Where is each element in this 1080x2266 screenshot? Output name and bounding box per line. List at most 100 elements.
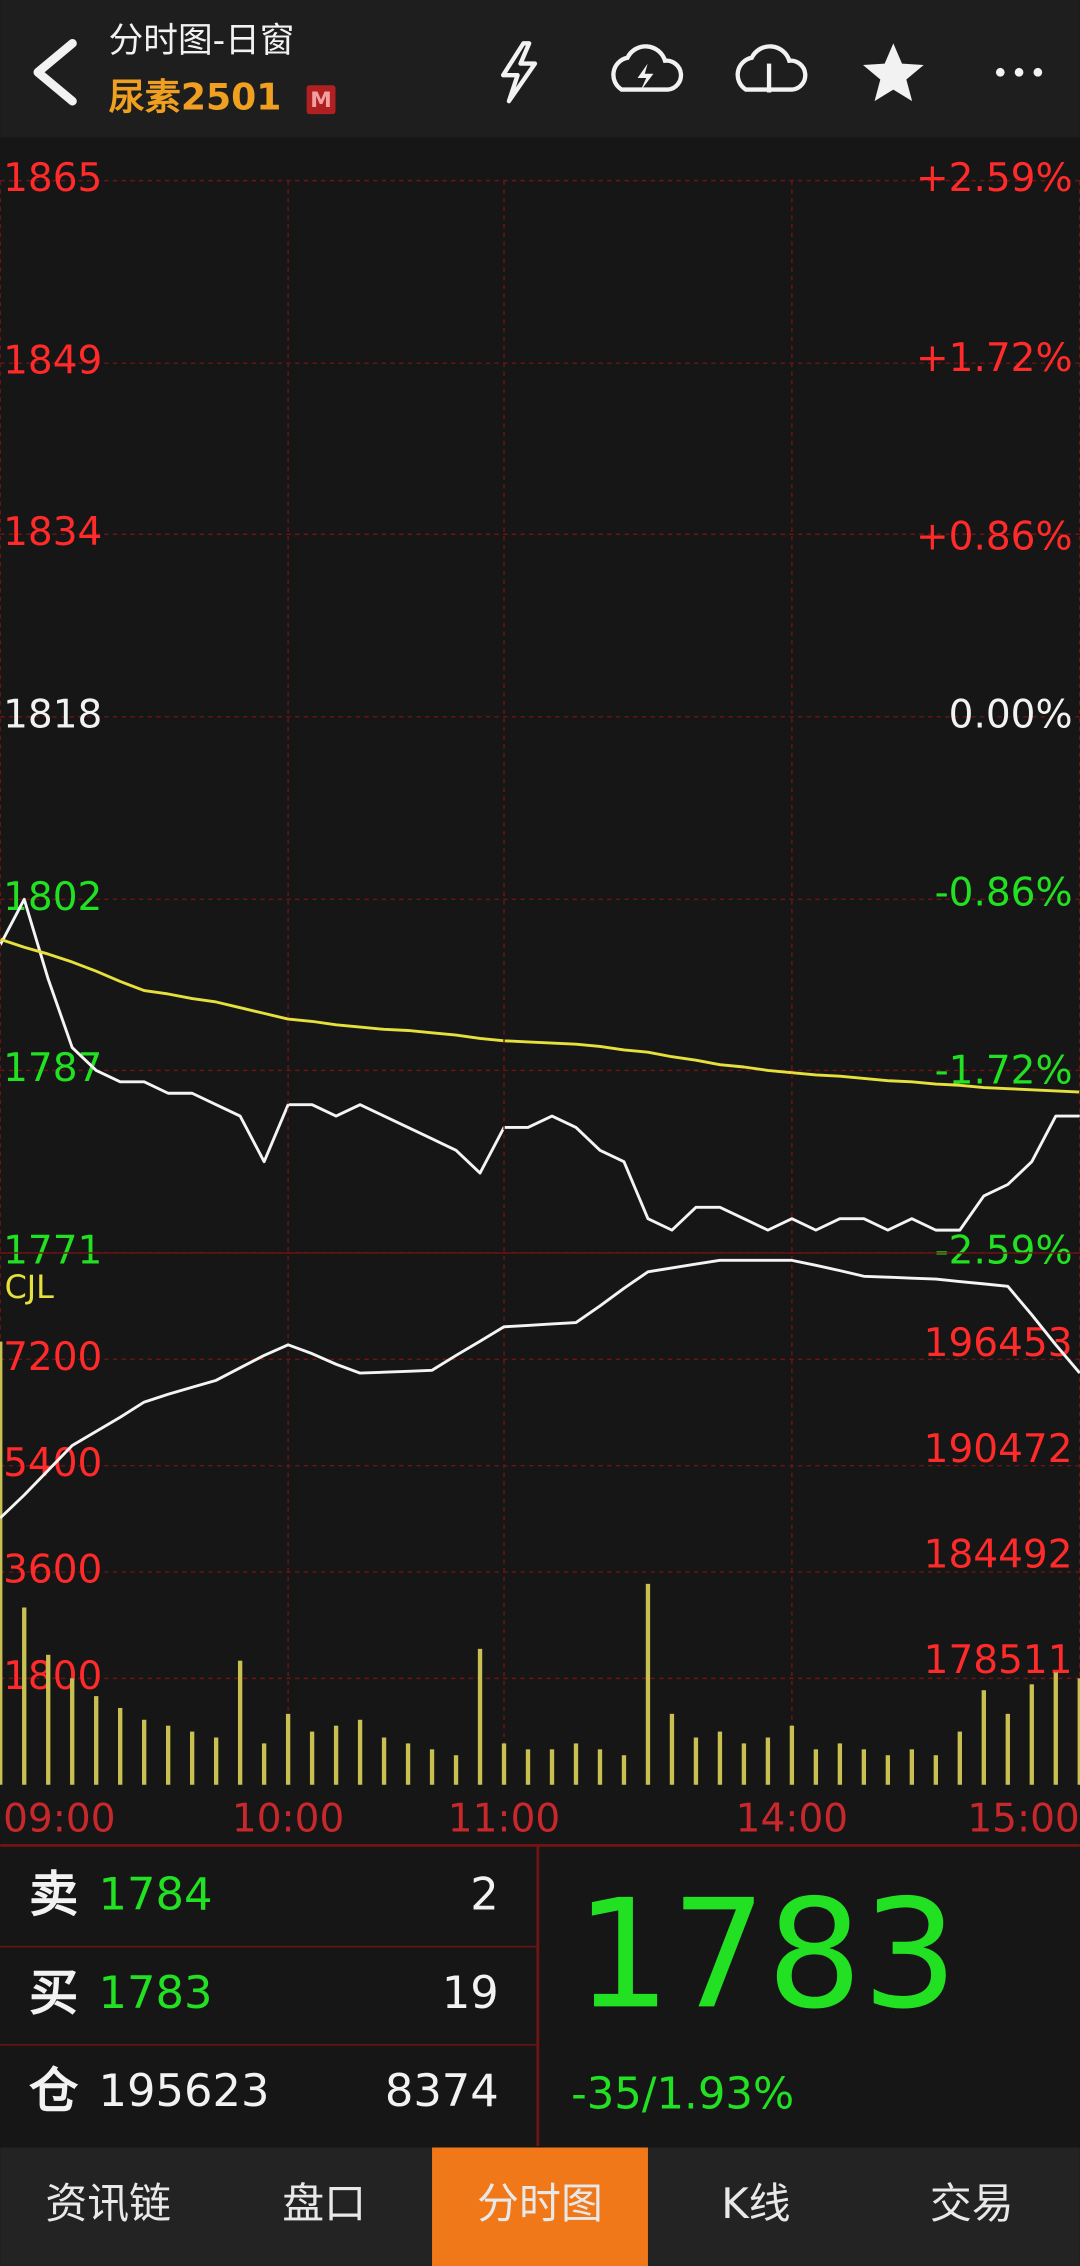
volume-bar [957,1731,962,1785]
volume-bar [46,1654,51,1785]
series-line [0,897,1080,1232]
x-tick-label: 10:00 [232,1796,344,1841]
y2-tick-label: +2.59% [916,156,1073,201]
ask-qty: 2 [470,1867,499,1920]
active-tab [432,2147,648,2266]
volume-bar [573,1743,579,1785]
bid-price: 1783 [99,1966,213,2019]
more-dot [1033,67,1043,77]
cloud-sync-icon[interactable] [735,44,808,92]
volume-bar [717,1731,723,1785]
panel-title: CJL [5,1269,55,1306]
volume-bar [933,1755,938,1785]
y2-tick-label: -0.86% [935,870,1073,915]
volume-bar [837,1743,843,1785]
volume-bar [94,1696,99,1785]
x-tick-label: 14:00 [736,1796,848,1841]
position-change: 8374 [385,2064,499,2117]
y2-tick-label: 196453 [924,1321,1073,1366]
volume-bar [261,1743,267,1785]
volume-bar [333,1725,339,1785]
volume-bar [189,1731,195,1785]
volume-bar [501,1743,507,1785]
volume-bar [1053,1672,1058,1785]
volume-bar [549,1749,555,1785]
tab-label[interactable]: 分时图 [477,2179,603,2228]
y2-tick-label: +0.86% [916,514,1073,559]
open-interest: 195623 [99,2064,270,2117]
page-title: 分时图-日窗 [109,21,295,61]
flash-icon[interactable] [500,41,538,104]
volume-bar [909,1749,915,1785]
cloud-flash-icon[interactable] [611,44,684,92]
volume-bar [405,1743,411,1785]
tab-label[interactable]: 资讯链 [45,2179,171,2228]
volume-bar [357,1719,363,1785]
more-dot [1014,67,1024,77]
volume-bar [693,1737,699,1785]
y2-tick-label: 190472 [924,1427,1073,1472]
volume-bar [981,1690,986,1785]
volume-bar [22,1607,27,1785]
y-tick-label: 1818 [3,692,102,737]
x-tick-label: 09:00 [3,1796,115,1841]
y-tick-label: 1865 [3,156,102,201]
back-button[interactable] [33,39,77,106]
y2-tick-label: +1.72% [916,336,1073,381]
volume-bar [118,1707,123,1785]
volume-bar [861,1749,867,1785]
volume-bar [453,1755,459,1785]
more-dot [995,67,1005,77]
volume-bar [765,1737,771,1785]
x-tick-label: 15:00 [967,1796,1079,1841]
volume-bar [381,1737,387,1785]
row-label: 仓 [29,2062,79,2120]
volume-bar [70,1678,75,1785]
badge-box [306,85,336,115]
volume-bar [645,1583,651,1785]
tab-label[interactable]: 交易 [930,2179,1014,2228]
y-tick-label: 7200 [3,1335,102,1380]
tab-label[interactable]: K线 [721,2179,790,2228]
y-tick-label: 1800 [3,1654,102,1699]
volume-bar [285,1713,291,1785]
more-icon[interactable] [995,67,1043,77]
symbol: 尿素2501 [109,76,282,119]
volume-bar [237,1660,243,1785]
last-price: 1783 [575,1867,957,2042]
charts: 1865 1849 1834 1818 1802 1787 1771 +2.59% +1.72%… [0,156,1080,1841]
cloud-flash-bolt [637,63,654,92]
y2-tick-label: 0.00% [949,692,1073,737]
y-tick-label: 1787 [3,1046,102,1091]
volume-bar [597,1749,603,1785]
volume-bar [429,1749,435,1785]
volume-bar [789,1725,795,1785]
volume-bar [1029,1684,1034,1785]
tabs: 资讯链 盘口 分时图 K线 交易 [45,2147,1014,2266]
volume-bar [525,1749,531,1785]
favorite-icon[interactable] [862,43,924,102]
volume-bar [142,1719,147,1785]
y2-tick-label: -1.72% [935,1048,1073,1093]
y2-tick-label: -2.59% [935,1228,1073,1273]
row-label: 卖 [29,1865,78,1923]
row-label: 买 [29,1963,78,2021]
badge: M [310,88,332,113]
y-tick-label: 1802 [3,875,102,920]
x-tick-label: 11:00 [448,1796,560,1841]
tab-label[interactable]: 盘口 [282,2179,366,2228]
volume-bar [885,1755,891,1785]
volume-bar [741,1743,747,1785]
volume-bar [213,1737,219,1785]
volume-bar [309,1731,315,1785]
series-line [0,1258,1080,1520]
volume-bar [165,1725,171,1785]
y-tick-label: 1849 [3,339,102,384]
series-line [0,937,1080,1094]
volume-bar [669,1713,675,1785]
y-tick-label: 1834 [3,510,102,555]
volume-bar [621,1755,627,1785]
